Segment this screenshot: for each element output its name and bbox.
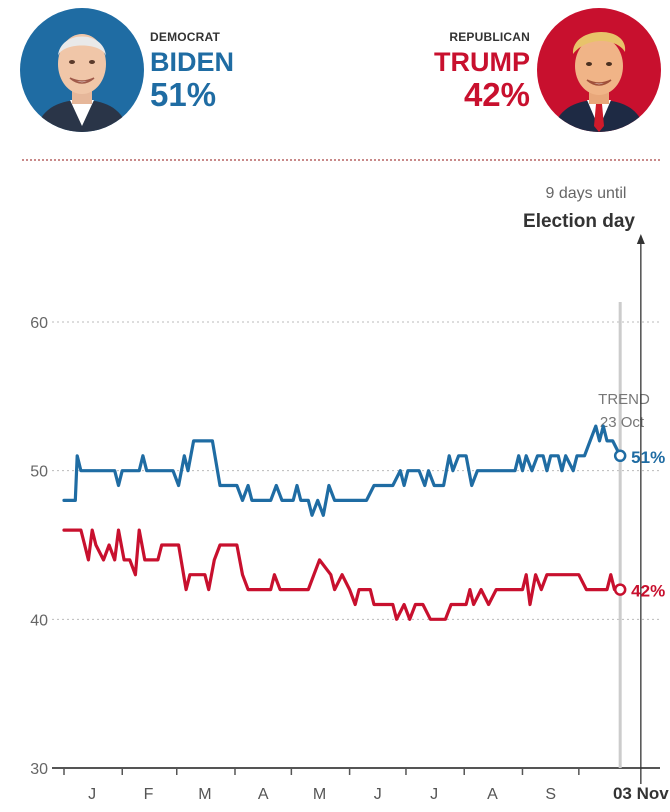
- party-label-democrat: DEMOCRAT: [150, 30, 221, 44]
- x-tick-label: J: [430, 786, 438, 803]
- candidate-trump: REPUBLICAN TRUMP 42%: [0, 0, 670, 140]
- trump-labels: REPUBLICAN TRUMP 42%: [434, 30, 530, 113]
- election-date-label: 03 Nov: [613, 784, 669, 803]
- biden-portrait-icon: [20, 8, 144, 132]
- series-end-label-biden: 51%: [631, 448, 665, 467]
- candidate-pct-biden: 51%: [150, 76, 217, 113]
- trump-photo: [537, 8, 661, 132]
- x-tick-label: M: [198, 786, 211, 803]
- x-tick-label: J: [88, 786, 96, 803]
- series-end-label-trump: 42%: [631, 582, 665, 601]
- y-tick-label: 40: [30, 612, 48, 629]
- y-tick-label: 60: [30, 315, 48, 332]
- y-tick-label: 50: [30, 464, 48, 481]
- y-tick-label: 30: [30, 761, 48, 778]
- candidate-name-biden: BIDEN: [150, 47, 235, 77]
- series-line-trump: [62, 528, 622, 621]
- y-axis-labels: 30 40 50 60: [30, 315, 48, 778]
- x-tick-label: A: [258, 786, 269, 803]
- x-tick-label: A: [487, 786, 498, 803]
- election-arrow-icon: [636, 234, 645, 244]
- series-end-point-biden: [613, 449, 627, 463]
- series-end-point-trump: [613, 583, 627, 596]
- candidate-pct-trump: 42%: [463, 76, 530, 113]
- party-label-republican: REPUBLICAN: [449, 30, 530, 44]
- series-lines: 51% 42%: [62, 424, 665, 621]
- x-axis-ticks: [63, 768, 580, 775]
- candidate-name-trump: TRUMP: [434, 47, 530, 77]
- trend-label: TREND: [598, 391, 650, 408]
- x-tick-label: F: [144, 786, 154, 803]
- election-countdown: 9 days until: [546, 185, 627, 202]
- election-day-label: Election day: [523, 211, 635, 232]
- header-divider: [22, 159, 660, 161]
- biden-labels: DEMOCRAT BIDEN 51%: [150, 30, 234, 113]
- trend-date: 23 Oct: [600, 414, 645, 431]
- x-tick-label: J: [374, 786, 382, 803]
- x-tick-label: S: [545, 786, 556, 803]
- x-axis-labels: J F M A M J J A S 03 Nov: [88, 784, 669, 803]
- x-tick-label: M: [313, 786, 326, 803]
- biden-photo: [20, 8, 144, 132]
- trump-portrait-icon: [537, 8, 661, 132]
- series-line-biden: [62, 424, 622, 517]
